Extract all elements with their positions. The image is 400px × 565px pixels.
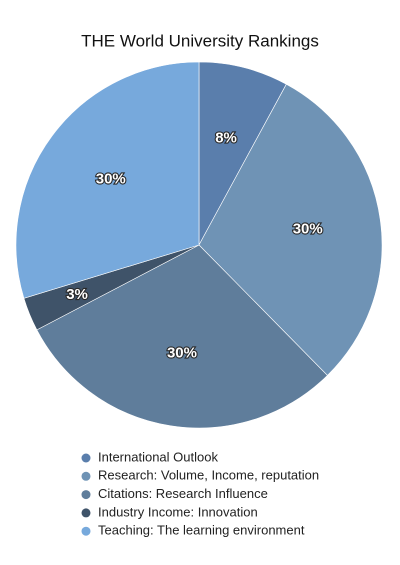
value-label: 8% xyxy=(215,130,237,147)
pie-slice xyxy=(15,61,200,299)
value-label: 30% xyxy=(167,344,197,361)
legend-label: Research: Volume, Income, reputation xyxy=(98,468,319,483)
legend-swatch xyxy=(81,490,91,500)
pie-slice xyxy=(198,83,383,376)
value-label: 3% xyxy=(66,286,88,303)
legend-label: Teaching: The learning environment xyxy=(98,523,305,538)
chart-title: THE World University Rankings xyxy=(81,31,319,50)
pie-slice xyxy=(36,244,328,429)
pie-slice xyxy=(198,61,287,246)
value-label: 30% xyxy=(293,221,323,238)
legend-label: Citations: Research Influence xyxy=(98,486,268,501)
legend-label: International Outlook xyxy=(98,449,218,464)
legend-swatch xyxy=(81,508,91,518)
legend-label: Industry Income: Innovation xyxy=(98,504,258,519)
value-label: 30% xyxy=(96,171,126,188)
legend-swatch xyxy=(81,526,91,536)
legend-swatch xyxy=(81,471,91,481)
legend-swatch xyxy=(81,453,91,463)
